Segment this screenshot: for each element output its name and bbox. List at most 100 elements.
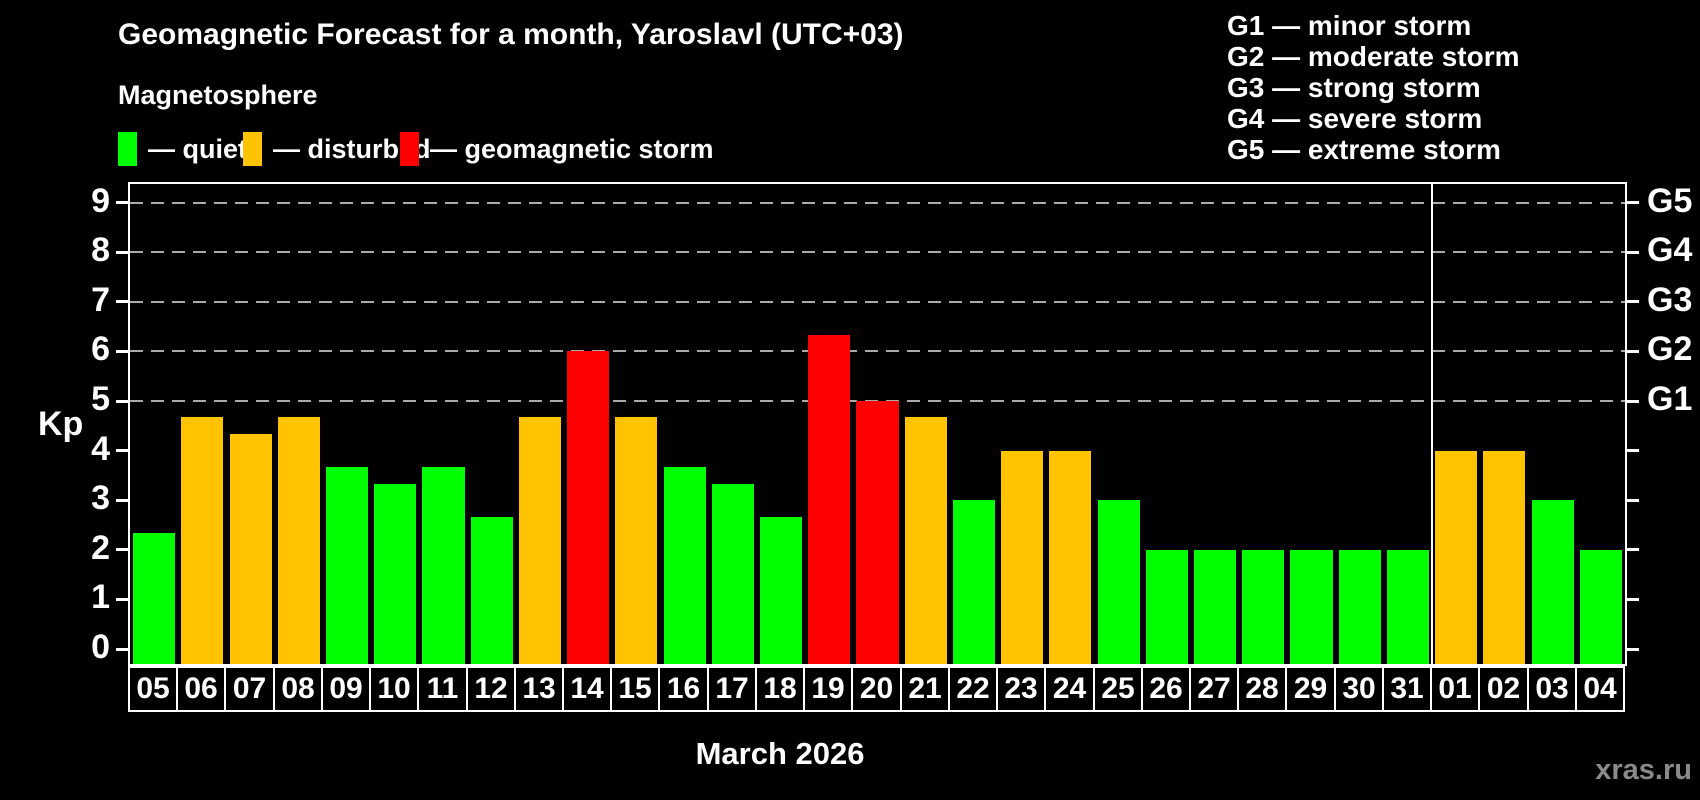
y-tick-label-1: 1: [91, 578, 110, 617]
bar-day-11: [422, 467, 465, 664]
day-label-01: 01: [1430, 666, 1480, 712]
page-title: Geomagnetic Forecast for a month, Yarosl…: [118, 18, 904, 51]
bar-day-09: [325, 467, 369, 664]
legend-item-quiet: — quiet: [118, 130, 247, 168]
right-axis-label-g4: G4: [1647, 231, 1693, 270]
right-tick-2: [1627, 548, 1639, 552]
bar-day-01: [1435, 450, 1478, 664]
bar-day-08: [277, 417, 320, 664]
bar-day-05: [133, 533, 176, 664]
right-tick-3: [1627, 498, 1639, 502]
left-tick-6: [116, 349, 128, 353]
bar-day-17: [711, 483, 754, 664]
bar-day-07: [229, 434, 272, 664]
bar-day-20: [856, 401, 899, 664]
day-label-17: 17: [707, 666, 757, 712]
chart-plot-area: [128, 182, 1627, 666]
y-tick-label-0: 0: [91, 628, 110, 666]
right-tick-5: [1627, 399, 1639, 403]
left-tick-3: [116, 498, 128, 502]
bar-day-19: [808, 335, 851, 664]
day-label-16: 16: [658, 666, 709, 712]
right-tick-4: [1627, 449, 1639, 453]
bar-day-24: [1049, 450, 1092, 664]
bar-day-12: [470, 516, 513, 664]
y-tick-label-5: 5: [91, 380, 110, 418]
bar-day-04: [1579, 549, 1622, 664]
month-divider: [1431, 184, 1434, 664]
day-label-11: 11: [417, 666, 468, 712]
y-tick-label-7: 7: [91, 280, 110, 319]
right-tick-1: [1627, 597, 1639, 601]
right-axis-label-g1: G1: [1647, 380, 1693, 418]
day-label-07: 07: [224, 666, 275, 712]
legend-swatch-storm: [400, 132, 419, 166]
day-label-23: 23: [996, 666, 1046, 712]
bar-day-14: [567, 351, 610, 664]
day-label-08: 08: [273, 666, 323, 712]
gridline-kp-8: [130, 251, 1625, 254]
legend-label-storm: — geomagnetic storm: [430, 133, 714, 164]
legend-swatch-quiet: [118, 132, 137, 166]
day-label-24: 24: [1044, 666, 1095, 712]
day-label-18: 18: [755, 666, 805, 712]
bar-day-22: [952, 500, 995, 664]
bar-day-26: [1145, 549, 1188, 664]
day-label-03: 03: [1527, 666, 1577, 712]
right-tick-6: [1627, 349, 1639, 353]
day-label-13: 13: [514, 666, 564, 712]
left-tick-8: [116, 250, 128, 254]
bar-day-25: [1097, 500, 1140, 664]
day-label-31: 31: [1382, 666, 1432, 712]
y-tick-label-4: 4: [91, 429, 110, 468]
storm-scale-g2: G2 — moderate storm: [1227, 41, 1520, 72]
storm-scale-legend: G1 — minor storm G2 — moderate storm G3 — …: [1227, 10, 1520, 165]
day-label-15: 15: [610, 666, 660, 712]
bar-day-03: [1531, 500, 1574, 664]
storm-scale-g5: G5 — extreme storm: [1227, 134, 1501, 165]
day-label-12: 12: [466, 666, 516, 712]
right-axis-label-g5: G5: [1647, 181, 1693, 220]
storm-scale-g3: G3 — strong storm: [1227, 72, 1481, 103]
gridline-kp-9: [130, 201, 1625, 204]
y-tick-label-2: 2: [91, 528, 110, 567]
day-label-10: 10: [369, 666, 419, 712]
bar-day-28: [1242, 549, 1285, 664]
magnetosphere-label: Magnetosphere: [118, 80, 318, 110]
storm-scale-g1: G1 — minor storm: [1227, 10, 1472, 41]
day-label-27: 27: [1189, 666, 1239, 712]
right-tick-9: [1627, 201, 1639, 205]
day-label-19: 19: [803, 666, 853, 712]
left-tick-7: [116, 300, 128, 304]
y-tick-label-8: 8: [91, 231, 110, 270]
right-tick-0: [1627, 647, 1639, 651]
y-tick-label-3: 3: [91, 479, 110, 518]
day-label-06: 06: [176, 666, 226, 712]
bar-day-06: [181, 417, 224, 664]
day-label-26: 26: [1141, 666, 1191, 712]
right-tick-7: [1627, 300, 1639, 304]
bar-day-13: [518, 417, 561, 664]
watermark: xras.ru: [1595, 754, 1692, 786]
day-label-28: 28: [1237, 666, 1287, 712]
bar-day-23: [1001, 450, 1044, 664]
storm-scale-g4: G4 — severe storm: [1227, 103, 1483, 134]
day-label-09: 09: [321, 666, 371, 712]
day-label-14: 14: [562, 666, 612, 712]
legend-item-storm: — geomagnetic storm: [400, 130, 714, 168]
bar-day-16: [663, 467, 706, 664]
day-label-05: 05: [128, 666, 178, 712]
bar-day-27: [1194, 549, 1237, 664]
bar-day-21: [904, 417, 947, 664]
left-tick-2: [116, 548, 128, 552]
day-label-20: 20: [851, 666, 902, 712]
left-tick-0: [116, 647, 128, 651]
day-label-25: 25: [1093, 666, 1143, 712]
day-label-29: 29: [1285, 666, 1336, 712]
legend-label-quiet: — quiet: [148, 133, 247, 164]
y-tick-label-6: 6: [91, 330, 110, 369]
bar-day-30: [1338, 549, 1381, 664]
left-tick-4: [116, 449, 128, 453]
day-label-02: 02: [1478, 666, 1529, 712]
